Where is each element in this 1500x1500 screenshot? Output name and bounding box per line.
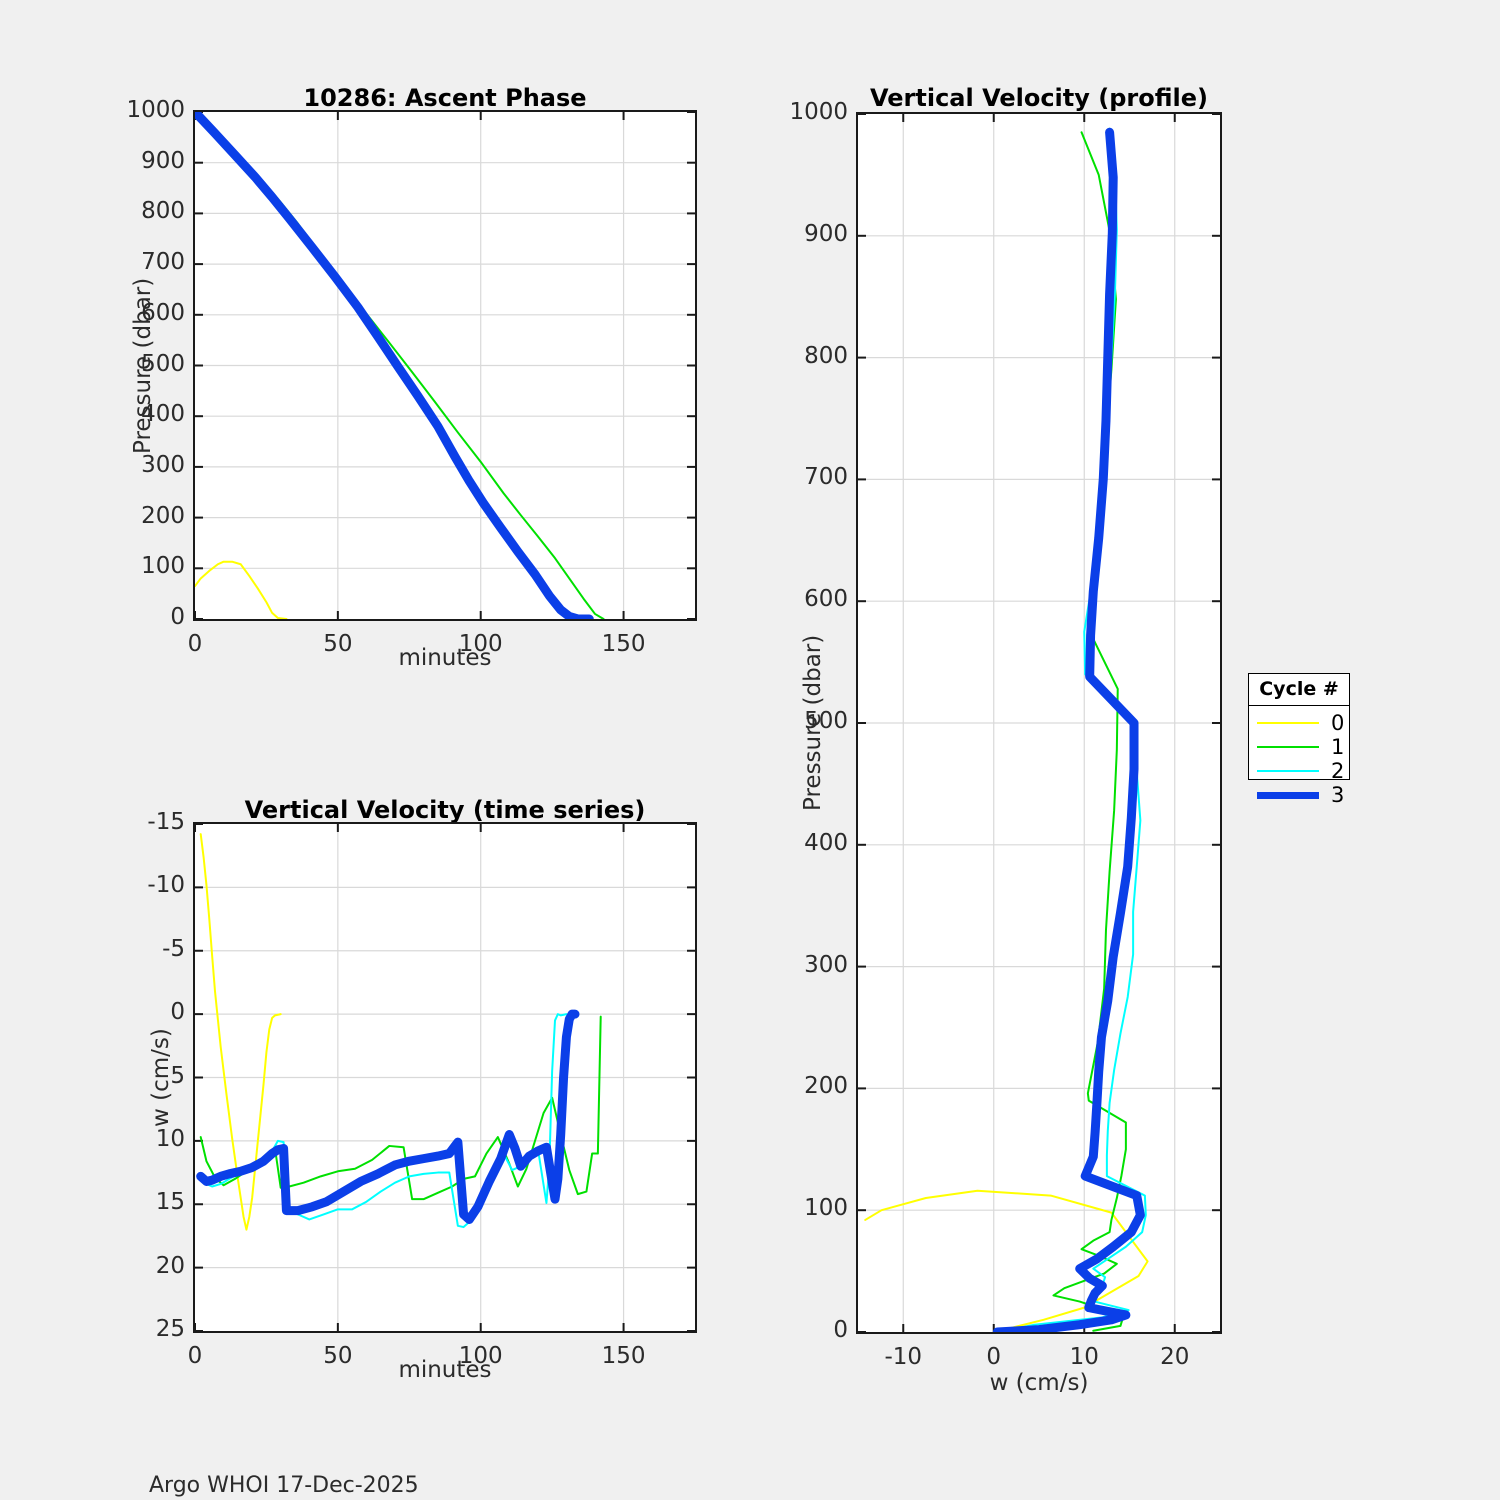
wts-ytick-label: -10 [147,872,185,899]
w-profile-svg [858,114,1220,1332]
wprof-xtick-label: -10 [884,1344,923,1370]
wprof-ytick-label: 300 [804,951,848,978]
wprof-ytick-label: 700 [804,464,848,491]
ascent-ytick-label: 800 [141,198,185,225]
w-profile-plot-area [856,112,1222,1334]
ascent-phase-title: 10286: Ascent Phase [303,84,587,112]
ascent-ytick-label: 100 [141,553,185,580]
ascent-ytick-label: 400 [141,401,185,428]
w-profile-title: Vertical Velocity (profile) [870,84,1208,112]
wprof-xtick-label: 10 [1069,1344,1099,1370]
legend-entry: 3 [1249,783,1349,807]
wprof-ytick-label: 400 [804,829,848,856]
ascent-xtick-label: 0 [187,631,203,657]
ascent-xtick-label: 150 [601,631,646,657]
wts-ytick-label: 0 [170,999,185,1026]
ascent-phase-xlabel: minutes [398,645,492,671]
legend-entry: 2 [1249,759,1349,783]
footer-credit: Argo WHOI 17-Dec-2025 [149,1473,419,1498]
ascent-ytick-label: 500 [141,350,185,377]
wts-ytick-label: 10 [155,1125,185,1152]
ascent-ytick-label: 700 [141,249,185,276]
ascent-phase-plot-area [193,110,697,621]
ascent-xtick-label: 100 [458,631,503,657]
wprof-ytick-label: 100 [804,1195,848,1222]
legend-entry-label: 3 [1331,782,1345,807]
wprof-xtick-label: 0 [986,1344,1002,1370]
wprof-ytick-label: 0 [833,1317,848,1343]
w-timeseries-title: Vertical Velocity (time series) [244,796,646,824]
wprof-ytick-label: 200 [804,1073,848,1100]
ascent-ytick-label: 200 [141,502,185,529]
wprof-ytick-label: 600 [804,586,848,613]
wts-ytick-label: 25 [155,1316,185,1342]
legend-entry: 1 [1249,735,1349,759]
w-timeseries-xlabel: minutes [398,1357,492,1383]
w-timeseries-plot-area [193,822,697,1333]
ascent-ytick-label: 1000 [126,97,185,123]
wts-xtick-label: 150 [601,1343,646,1369]
ascent-xtick-label: 50 [323,631,353,657]
legend-line-swatch [1257,770,1319,772]
legend-entry-label: 0 [1331,710,1345,735]
legend-title: Cycle # [1249,674,1349,706]
wts-xtick-label: 0 [187,1343,203,1369]
w-profile-xlabel: w (cm/s) [989,1370,1089,1396]
legend-line-swatch [1257,791,1319,799]
ascent-ytick-label: 0 [170,604,185,630]
wts-ytick-label: -15 [147,809,185,835]
wprof-ytick-label: 800 [804,342,848,369]
wts-ytick-label: 5 [170,1062,185,1089]
wts-ytick-label: 15 [155,1189,185,1216]
wts-ytick-label: 20 [155,1252,185,1279]
legend-entry-label: 2 [1331,758,1345,783]
ascent-ytick-label: 300 [141,451,185,478]
legend-entry-label: 1 [1331,734,1345,759]
legend-line-swatch [1257,722,1319,724]
wprof-ytick-label: 1000 [789,99,848,125]
legend-line-swatch [1257,746,1319,748]
wprof-ytick-label: 500 [804,708,848,734]
wprof-xtick-label: 20 [1160,1344,1190,1370]
ascent-phase-svg [195,112,695,619]
ascent-ytick-label: 900 [141,147,185,174]
wts-xtick-label: 50 [323,1343,353,1369]
w-timeseries-svg [195,824,695,1331]
ascent-ytick-label: 600 [141,299,185,326]
wts-ytick-label: -5 [162,935,185,962]
wts-xtick-label: 100 [458,1343,503,1369]
legend-entry: 0 [1249,711,1349,735]
wprof-ytick-label: 900 [804,220,848,247]
